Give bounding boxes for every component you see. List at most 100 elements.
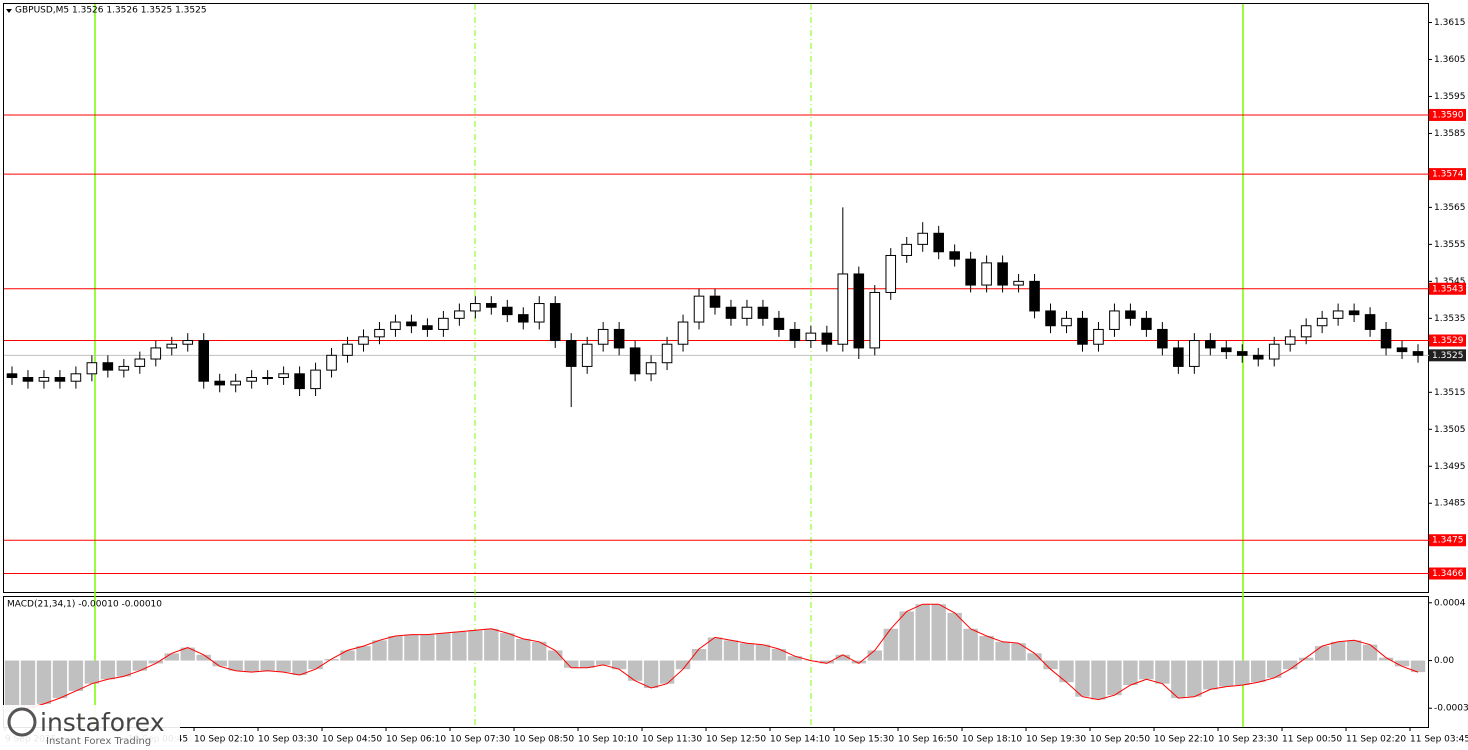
candle-body xyxy=(869,291,881,349)
macd-bar xyxy=(675,660,691,670)
level-label-bg xyxy=(1429,534,1466,547)
level-label-bg xyxy=(1429,334,1466,347)
x-tick-label: 10 Sep 11:30 xyxy=(642,735,702,745)
macd-bar xyxy=(867,650,882,661)
candle-body xyxy=(102,362,114,371)
macd-title: MACD(21,34,1) -0.00010 -0.00010 xyxy=(7,600,162,610)
candle-body xyxy=(1173,347,1184,367)
macd-bar xyxy=(36,660,52,704)
macd-bar xyxy=(851,660,866,664)
candle-body xyxy=(1109,310,1120,330)
macd-bar xyxy=(244,660,259,673)
y-tick-label: 1.3545 xyxy=(1434,277,1466,287)
candle-body xyxy=(885,254,897,293)
macd-bar xyxy=(979,636,994,661)
candle-body xyxy=(134,358,146,367)
tagline: Instant Forex Trading xyxy=(46,736,151,747)
macd-bar xyxy=(324,659,339,661)
y-tick-label: 1.3605 xyxy=(1434,55,1466,65)
candle-body xyxy=(1252,354,1264,360)
macd-bar xyxy=(1203,660,1218,690)
macd-bar xyxy=(1283,660,1298,670)
x-tick-label: 11 Sep 02:20 xyxy=(1346,735,1406,745)
candle-body xyxy=(1013,280,1024,286)
candle-body xyxy=(70,373,82,382)
macd-bar xyxy=(1155,660,1170,684)
price-panel xyxy=(3,3,1429,593)
macd-bar xyxy=(212,660,227,667)
macd-bar xyxy=(564,660,579,668)
macd-bar xyxy=(931,604,946,661)
candle-body xyxy=(997,262,1008,286)
x-tick-label: 10 Sep 04:50 xyxy=(322,735,382,745)
candle-body xyxy=(422,325,433,330)
candle-body xyxy=(693,295,705,323)
macd-bar xyxy=(1314,646,1330,661)
macd-bar xyxy=(1027,653,1042,661)
macd-bar xyxy=(1187,660,1202,697)
candle-body xyxy=(1268,343,1280,360)
candle-body xyxy=(853,273,865,349)
macd-bar xyxy=(883,628,898,661)
candle-body xyxy=(118,365,130,371)
candle-body xyxy=(1364,314,1376,330)
macd-bar xyxy=(20,660,36,709)
macd-bar xyxy=(1091,660,1106,700)
candle-body xyxy=(1332,310,1344,319)
macd-bar xyxy=(404,634,419,661)
x-tick-label: 10 Sep 16:50 xyxy=(898,735,958,745)
candle-body xyxy=(517,314,529,323)
macd-bar xyxy=(52,660,68,699)
candle-body xyxy=(805,332,817,342)
candle-body xyxy=(981,262,992,286)
x-tick-label: 10 Sep 12:50 xyxy=(706,735,766,745)
candle-body xyxy=(358,336,369,345)
y-tick-label: 1.3495 xyxy=(1434,462,1466,472)
candle-body xyxy=(917,232,929,245)
candle-body xyxy=(150,347,162,360)
candle-body xyxy=(1348,310,1360,316)
y-tick-label: 1.3535 xyxy=(1434,314,1466,324)
macd-bar xyxy=(1330,641,1346,661)
macd-signal-line xyxy=(11,603,1419,714)
macd-bar xyxy=(1410,660,1426,673)
macd-bar xyxy=(292,660,307,675)
candle-body xyxy=(1125,310,1136,319)
macd-bar xyxy=(1394,660,1410,667)
candle-body xyxy=(613,328,625,349)
candle-body xyxy=(821,332,833,345)
x-tick-label: 10 Sep 15:30 xyxy=(834,735,894,745)
macd-bar xyxy=(691,649,707,661)
candle-body xyxy=(501,306,513,316)
macd-bar xyxy=(1011,643,1026,661)
candle-body xyxy=(22,377,34,382)
x-tick-label: 10 Sep 18:10 xyxy=(962,735,1022,745)
macd-bar xyxy=(1075,660,1090,697)
macd-bar xyxy=(4,660,20,713)
candles xyxy=(6,207,1424,408)
level-label-bg xyxy=(1429,168,1466,181)
candle-body xyxy=(741,306,753,319)
macd-bar xyxy=(1139,660,1154,680)
macd-bar xyxy=(963,628,978,661)
macd-bar xyxy=(276,660,291,673)
candle-body xyxy=(326,354,337,371)
macd-bar xyxy=(1378,657,1394,661)
candle-body xyxy=(837,273,849,345)
candle-body xyxy=(278,373,289,379)
macd-bar xyxy=(436,633,451,661)
candle-body xyxy=(262,377,273,380)
macd-bar xyxy=(420,634,435,661)
candle-body xyxy=(374,328,385,338)
x-tick-label: 10 Sep 06:10 xyxy=(386,735,446,745)
macd-bar xyxy=(1171,660,1186,699)
macd-bar xyxy=(1251,660,1266,683)
candle-body xyxy=(246,377,257,382)
macd xyxy=(4,603,1426,714)
macd-bar xyxy=(915,604,930,661)
y-tick-label: 1.3595 xyxy=(1434,92,1466,102)
macd-bar xyxy=(723,640,739,661)
macd-bar xyxy=(116,660,132,677)
candle-body xyxy=(1045,310,1056,327)
